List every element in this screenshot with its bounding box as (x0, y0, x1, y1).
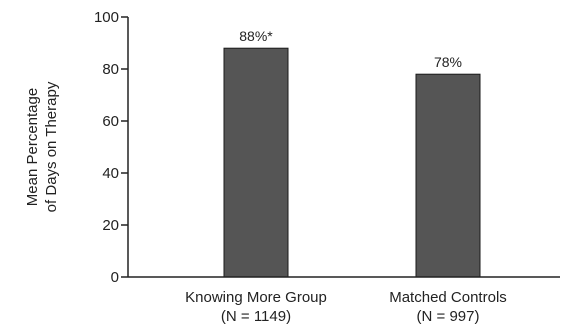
y-tick-label: 80 (102, 61, 119, 78)
data-labels: 88%* 78% (239, 28, 462, 70)
y-tick-label: 60 (102, 113, 119, 130)
bar-value-label: 78% (434, 54, 462, 70)
x-axis-categories: Knowing More Group (N = 1149) Matched Cont… (185, 289, 507, 325)
y-axis-label-line-2: of Days on Therapy (43, 81, 60, 212)
y-tick-label: 0 (111, 269, 119, 286)
x-category-sublabel: (N = 997) (417, 308, 480, 325)
y-tick-label: 20 (102, 217, 119, 234)
y-tick-label: 40 (102, 165, 119, 182)
x-category-label: Matched Controls (389, 289, 507, 306)
y-axis-label-line-1: Mean Percentage (24, 88, 41, 206)
bar (415, 73, 481, 278)
bar (223, 47, 289, 278)
y-axis-ticks: 0 20 40 60 80 100 (94, 9, 128, 286)
bars (223, 47, 481, 278)
y-axis-label: Mean Percentage of Days on Therapy (24, 81, 60, 212)
x-category-label: Knowing More Group (185, 289, 327, 306)
bar-value-label: 88%* (239, 28, 273, 44)
y-tick-label: 100 (94, 9, 119, 26)
x-category-sublabel: (N = 1149) (221, 308, 291, 325)
